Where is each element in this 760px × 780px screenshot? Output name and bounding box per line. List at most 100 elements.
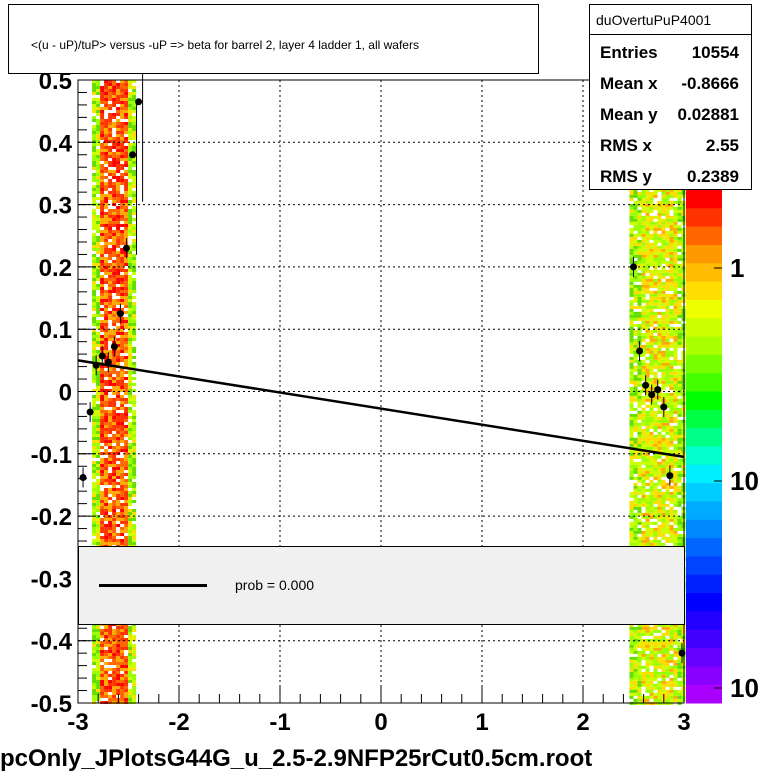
histogram-cell <box>92 221 97 224</box>
histogram-cell <box>669 278 674 282</box>
histogram-cell <box>104 230 109 233</box>
histogram-cell <box>120 350 125 353</box>
histogram-cell <box>124 500 129 503</box>
histogram-cell <box>132 176 137 179</box>
histogram-cell <box>645 422 650 426</box>
histogram-cell <box>661 425 666 429</box>
histogram-cell <box>108 662 113 665</box>
histogram-cell <box>669 524 674 528</box>
histogram-cell <box>112 653 117 656</box>
histogram-cell <box>637 416 642 420</box>
histogram-cell <box>673 341 678 345</box>
histogram-cell <box>649 248 654 252</box>
histogram-cell <box>108 128 113 131</box>
histogram-cell <box>669 221 674 225</box>
histogram-cell <box>673 410 678 414</box>
histogram-cell <box>132 689 137 692</box>
histogram-cell <box>132 239 137 242</box>
histogram-cell <box>673 689 678 693</box>
histogram-cell <box>645 698 650 702</box>
histogram-cell <box>641 242 646 246</box>
histogram-cell <box>120 629 125 632</box>
histogram-cell <box>124 350 129 353</box>
histogram-cell <box>677 224 682 228</box>
histogram-cell <box>100 134 105 137</box>
histogram-cell <box>124 320 129 323</box>
histogram-cell <box>633 356 638 360</box>
histogram-cell <box>104 470 109 473</box>
histogram-cell <box>669 350 674 354</box>
histogram-cell <box>116 518 121 521</box>
histogram-cell <box>112 89 117 92</box>
histogram-cell <box>641 257 646 261</box>
histogram-cell <box>629 332 634 336</box>
histogram-cell <box>108 92 113 95</box>
histogram-cell <box>645 482 650 486</box>
histogram-cell <box>104 167 109 170</box>
histogram-cell <box>120 284 125 287</box>
histogram-cell <box>96 326 101 329</box>
histogram-cell <box>128 521 133 524</box>
histogram-cell <box>120 254 125 257</box>
histogram-cell <box>669 239 674 243</box>
histogram-cell <box>649 497 654 501</box>
histogram-cell <box>132 296 137 299</box>
histogram-cell <box>96 392 101 395</box>
histogram-cell <box>657 425 662 429</box>
histogram-cell <box>128 665 133 668</box>
histogram-cell <box>669 428 674 432</box>
histogram-cell <box>637 464 642 468</box>
profile-point <box>678 649 686 657</box>
histogram-cell <box>100 482 105 485</box>
histogram-cell <box>665 674 670 678</box>
histogram-cell <box>641 326 646 330</box>
histogram-cell <box>645 434 650 438</box>
histogram-cell <box>112 329 117 332</box>
histogram-cell <box>657 392 662 396</box>
histogram-cell <box>669 284 674 288</box>
histogram-cell <box>100 671 105 674</box>
histogram-cell <box>669 527 674 531</box>
histogram-cell <box>104 80 109 83</box>
histogram-cell <box>128 476 133 479</box>
histogram-cell <box>653 521 658 525</box>
histogram-cell <box>677 443 682 447</box>
histogram-cell <box>645 239 650 243</box>
histogram-cell <box>657 647 662 651</box>
histogram-cell <box>104 83 109 86</box>
histogram-cell <box>637 425 642 429</box>
histogram-cell <box>633 491 638 495</box>
histogram-cell <box>677 449 682 453</box>
histogram-cell <box>673 215 678 219</box>
histogram-cell <box>665 263 670 267</box>
profile-point <box>92 361 100 369</box>
histogram-cell <box>112 509 117 512</box>
histogram-cell <box>641 359 646 363</box>
histogram-cell <box>124 164 129 167</box>
histogram-cell <box>112 629 117 632</box>
histogram-cell <box>100 500 105 503</box>
histogram-cell <box>657 236 662 240</box>
histogram-cell <box>629 392 634 396</box>
histogram-cell <box>132 197 137 200</box>
histogram-cell <box>96 152 101 155</box>
histogram-cell <box>96 680 101 683</box>
histogram-cell <box>128 650 133 653</box>
histogram-cell <box>132 332 137 335</box>
histogram-cell <box>641 191 646 195</box>
histogram-cell <box>641 536 646 540</box>
histogram-cell <box>132 200 137 203</box>
histogram-cell <box>637 383 642 387</box>
histogram-cell <box>673 428 678 432</box>
histogram-cell <box>665 626 670 630</box>
histogram-cell <box>128 254 133 257</box>
histogram-cell <box>641 503 646 507</box>
histogram-cell <box>92 350 97 353</box>
histogram-cell <box>132 311 137 314</box>
histogram-cell <box>132 434 137 437</box>
histogram-cell <box>128 194 133 197</box>
histogram-cell <box>665 392 670 396</box>
histogram-cell <box>629 416 634 420</box>
histogram-cell <box>128 350 133 353</box>
histogram-cell <box>112 689 117 692</box>
